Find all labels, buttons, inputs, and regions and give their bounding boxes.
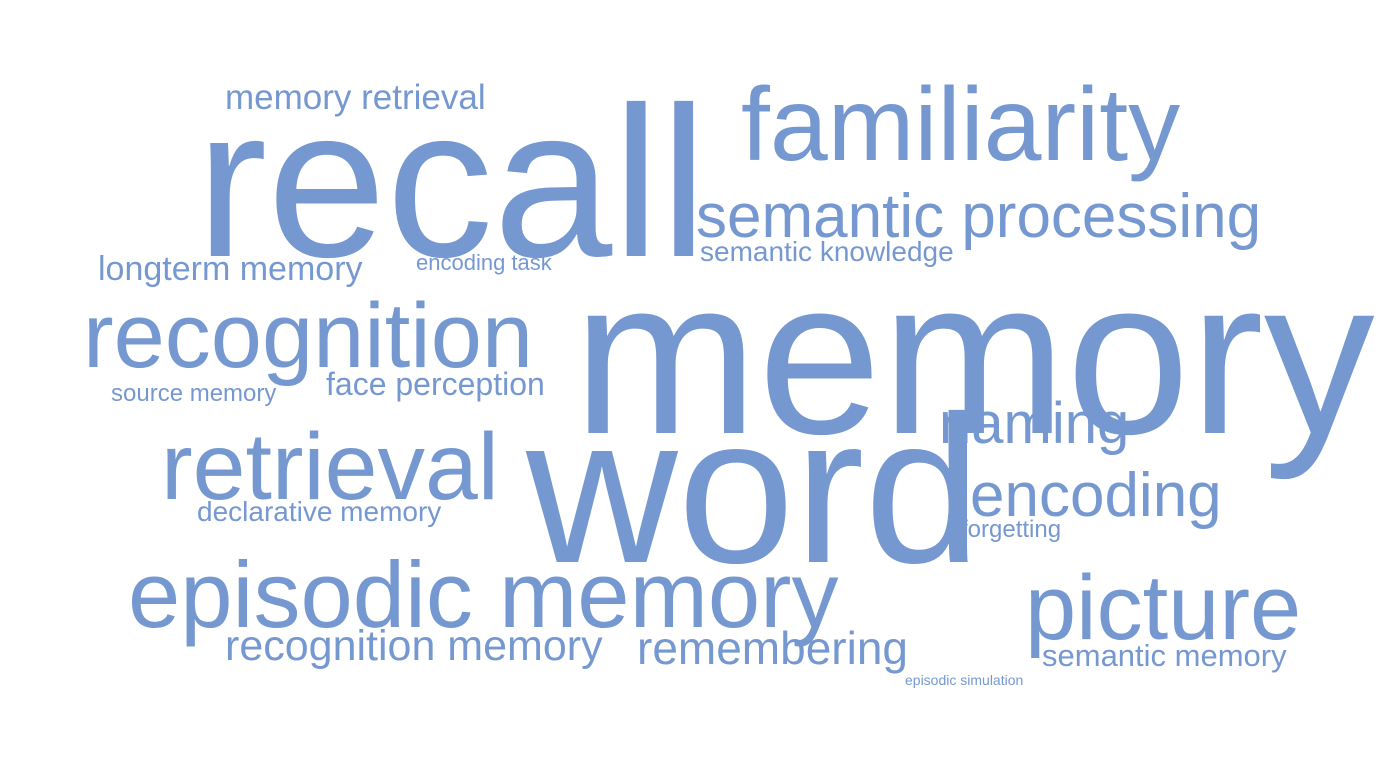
word-declarative-memory: declarative memory: [197, 496, 442, 527]
word-forgetting: forgetting: [961, 516, 1062, 543]
word-semantic-processing: semantic processing: [696, 182, 1262, 251]
word-face-perception: face perception: [326, 366, 545, 402]
word-remembering: remembering: [637, 622, 908, 674]
word-recognition: recognition: [83, 285, 534, 387]
word-longterm-memory: longterm memory: [98, 250, 363, 288]
word-semantic-knowledge: semantic knowledge: [700, 236, 954, 267]
word-encoding-task: encoding task: [416, 250, 552, 275]
word-episodic-simulation: episodic simulation: [905, 672, 1024, 688]
word-memory: memory: [573, 233, 1375, 481]
word-source-memory: source memory: [111, 380, 277, 407]
word-semantic-memory: semantic memory: [1042, 638, 1287, 673]
word-picture: picture: [1025, 557, 1302, 659]
word-recall: recall: [196, 63, 708, 302]
word-word: word: [526, 372, 982, 607]
word-encoding: encoding: [970, 461, 1222, 530]
word-recognition-memory: recognition memory: [225, 622, 603, 670]
word-naming: naming: [939, 391, 1130, 456]
word-retrieval: retrieval: [161, 414, 499, 520]
word-episodic-memory: episodic memory: [128, 542, 839, 647]
word-memory-retrieval: memory retrieval: [225, 78, 486, 117]
word-familiarity: familiarity: [741, 67, 1181, 183]
